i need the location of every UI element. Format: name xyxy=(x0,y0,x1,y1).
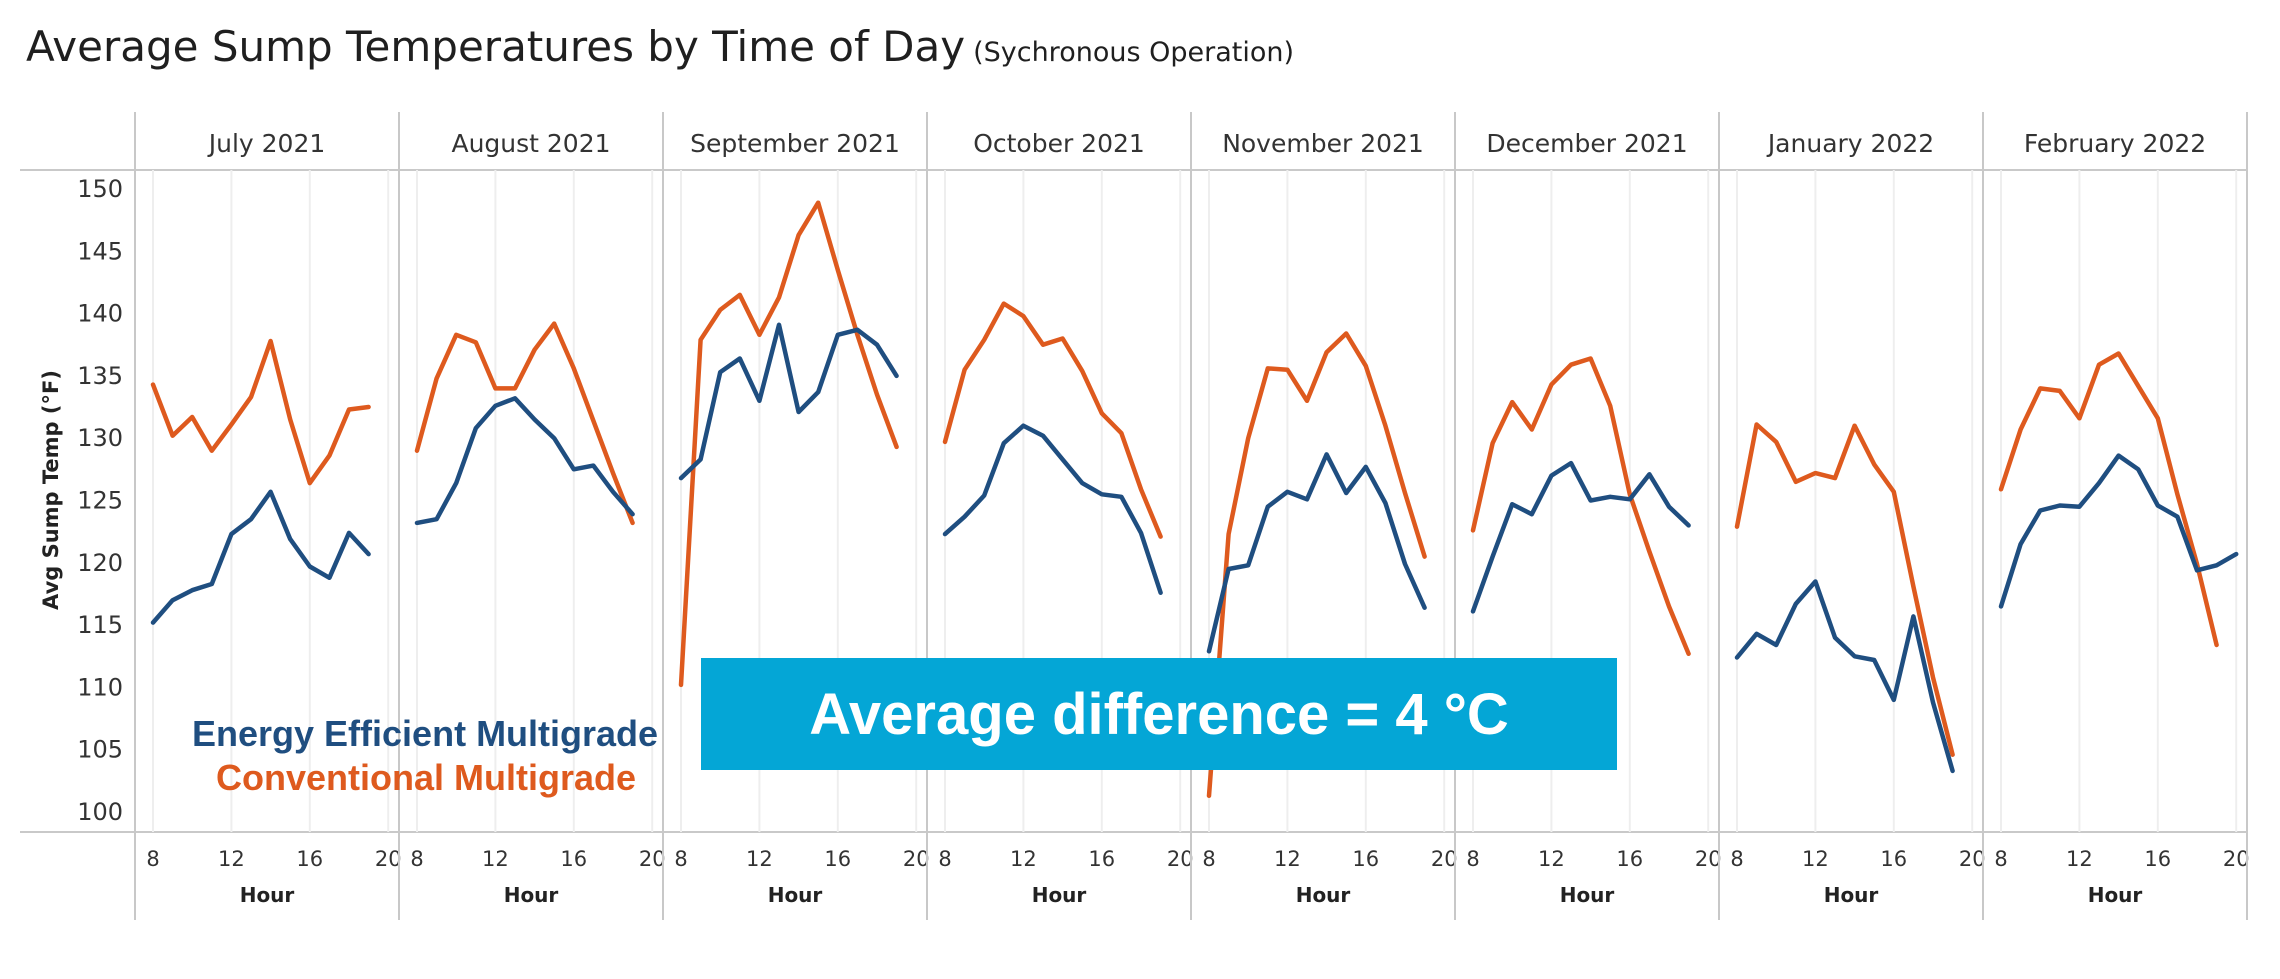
average-difference-callout: Average difference = 4 °C xyxy=(701,658,1617,770)
series-line-conventional xyxy=(414,321,635,526)
x-axis-title: Hour xyxy=(1560,883,1615,907)
y-tick-label: 140 xyxy=(77,300,123,328)
series-line-energy-efficient xyxy=(1998,453,2239,609)
y-tick-label: 105 xyxy=(77,736,123,764)
y-tick-label: 135 xyxy=(77,362,123,390)
x-tick-label: 12 xyxy=(1010,847,1037,871)
x-axis-title: Hour xyxy=(1032,883,1087,907)
x-axis-title: Hour xyxy=(768,883,823,907)
panel-header: September 2021 xyxy=(690,129,900,158)
series-line-conventional xyxy=(1734,422,1955,757)
x-tick-label: 8 xyxy=(674,847,687,871)
x-tick-label: 16 xyxy=(824,847,851,871)
y-tick-label: 125 xyxy=(77,487,123,515)
x-tick-label: 12 xyxy=(2066,847,2093,871)
x-tick-label: 12 xyxy=(746,847,773,871)
panel-header: January 2022 xyxy=(1766,129,1934,158)
y-tick-label: 100 xyxy=(77,798,123,826)
x-tick-label: 12 xyxy=(482,847,509,871)
x-tick-label: 8 xyxy=(410,847,423,871)
chart-title-main: Average Sump Temperatures by Time of Day xyxy=(26,22,966,71)
x-tick-label: 8 xyxy=(938,847,951,871)
x-axis-title: Hour xyxy=(1296,883,1351,907)
series-line-conventional xyxy=(1206,331,1427,799)
x-axis-title: Hour xyxy=(504,883,559,907)
x-tick-label: 20 xyxy=(375,847,402,871)
series-line-conventional xyxy=(942,301,1163,539)
legend-energy-efficient: Energy Efficient Multigrade xyxy=(192,713,659,754)
x-tick-label: 8 xyxy=(1202,847,1215,871)
x-tick-label: 16 xyxy=(1880,847,1907,871)
x-tick-label: 20 xyxy=(1167,847,1194,871)
series-line-energy-efficient xyxy=(414,396,635,526)
x-tick-label: 20 xyxy=(1431,847,1458,871)
panel-header: October 2021 xyxy=(973,129,1145,158)
legend: Energy Efficient Multigrade Conventional… xyxy=(192,712,658,800)
y-tick-label: 120 xyxy=(77,549,123,577)
x-tick-label: 12 xyxy=(1274,847,1301,871)
x-tick-label: 16 xyxy=(2144,847,2171,871)
x-tick-label: 20 xyxy=(1695,847,1722,871)
y-tick-label: 115 xyxy=(77,611,123,639)
x-tick-label: 12 xyxy=(1538,847,1565,871)
series-line-conventional xyxy=(678,200,899,688)
panel-header: July 2021 xyxy=(207,129,326,158)
x-tick-label: 8 xyxy=(1730,847,1743,871)
x-tick-label: 16 xyxy=(296,847,323,871)
panel-header: November 2021 xyxy=(1222,129,1424,158)
x-tick-label: 20 xyxy=(2223,847,2250,871)
panel-header: February 2022 xyxy=(2024,129,2206,158)
series-line-energy-efficient xyxy=(1206,452,1427,654)
legend-conventional: Conventional Multigrade xyxy=(216,757,637,798)
series-line-energy-efficient xyxy=(942,423,1163,595)
y-tick-label: 145 xyxy=(77,237,123,265)
series-line-energy-efficient xyxy=(150,489,371,625)
series-line-energy-efficient xyxy=(1734,579,1955,774)
x-tick-label: 12 xyxy=(1802,847,1829,871)
x-tick-label: 16 xyxy=(1352,847,1379,871)
x-tick-label: 8 xyxy=(146,847,159,871)
y-axis-title: Avg Sump Temp (°F) xyxy=(39,370,63,610)
x-tick-label: 8 xyxy=(1994,847,2007,871)
x-tick-label: 20 xyxy=(639,847,666,871)
y-tick-label: 150 xyxy=(77,175,123,203)
panel-header: August 2021 xyxy=(451,129,610,158)
series-line-conventional xyxy=(1470,356,1691,657)
series-line-conventional xyxy=(150,338,371,486)
x-tick-label: 20 xyxy=(903,847,930,871)
x-tick-label: 16 xyxy=(560,847,587,871)
series-line-energy-efficient xyxy=(1470,460,1691,614)
x-tick-label: 12 xyxy=(218,847,245,871)
y-tick-label: 130 xyxy=(77,424,123,452)
y-tick-label: 110 xyxy=(77,673,123,701)
chart-subtitle: (Sychronous Operation) xyxy=(973,37,1295,68)
series-line-energy-efficient xyxy=(678,322,899,481)
x-axis-title: Hour xyxy=(240,883,295,907)
series-line-conventional xyxy=(1998,351,2219,648)
x-tick-label: 8 xyxy=(1466,847,1479,871)
panel-header: December 2021 xyxy=(1486,129,1687,158)
chart-title: Average Sump Temperatures by Time of Day… xyxy=(26,22,1294,71)
x-axis-title: Hour xyxy=(2088,883,2143,907)
x-tick-label: 16 xyxy=(1616,847,1643,871)
x-tick-label: 20 xyxy=(1959,847,1986,871)
x-axis-title: Hour xyxy=(1824,883,1879,907)
x-tick-label: 16 xyxy=(1088,847,1115,871)
